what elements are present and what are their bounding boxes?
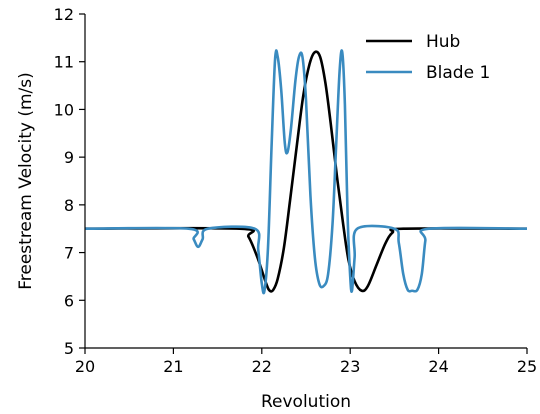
x-tick-label: 22 — [252, 357, 272, 376]
y-tick-label: 6 — [64, 291, 74, 310]
y-tick-label: 10 — [54, 100, 74, 119]
y-tick-label: 7 — [64, 244, 74, 263]
y-axis-label: Freestream Velocity (m/s) — [16, 72, 36, 290]
y-tick-label: 5 — [64, 339, 74, 358]
legend-label-hub: Hub — [426, 32, 460, 52]
legend-label-blade-1: Blade 1 — [426, 63, 490, 83]
x-tick-label: 21 — [163, 357, 183, 376]
plot-lines — [84, 49, 528, 295]
y-tick-label: 11 — [54, 53, 74, 72]
x-tick-label: 24 — [428, 357, 448, 376]
x-tick-label: 23 — [340, 357, 360, 376]
series-line-blade-1 — [84, 49, 528, 295]
legend: Hub Blade 1 — [366, 32, 490, 83]
axes — [84, 14, 527, 349]
y-tick-label: 12 — [54, 5, 74, 24]
x-tick-label: 20 — [75, 357, 95, 376]
y-ticks: 5 6 7 8 9 10 11 12 — [54, 5, 85, 358]
y-tick-label: 8 — [64, 196, 74, 215]
x-tick-label: 25 — [517, 357, 537, 376]
x-axis-label: Revolution — [261, 392, 351, 412]
x-ticks: 20 21 22 23 24 25 — [75, 348, 537, 376]
y-tick-label: 9 — [64, 148, 74, 167]
